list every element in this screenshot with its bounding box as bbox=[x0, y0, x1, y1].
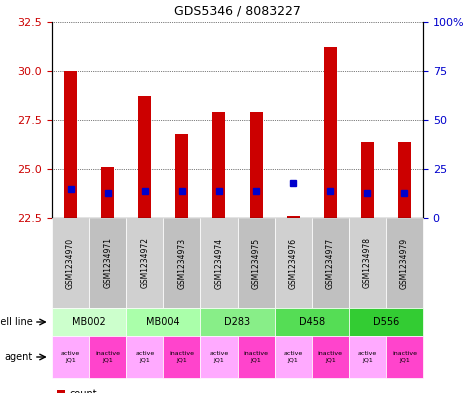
Text: MB004: MB004 bbox=[146, 317, 180, 327]
Text: inactive
JQ1: inactive JQ1 bbox=[170, 351, 194, 363]
Text: agent: agent bbox=[5, 352, 33, 362]
Text: GSM1234975: GSM1234975 bbox=[252, 237, 261, 288]
Text: D283: D283 bbox=[224, 317, 251, 327]
Text: inactive
JQ1: inactive JQ1 bbox=[95, 351, 120, 363]
Bar bbox=[286, 216, 300, 218]
Bar bbox=[249, 112, 263, 218]
Text: GSM1234978: GSM1234978 bbox=[363, 237, 372, 288]
Bar bbox=[361, 141, 374, 218]
Bar bbox=[212, 112, 226, 218]
Text: active
JQ1: active JQ1 bbox=[284, 351, 303, 363]
Bar bbox=[64, 71, 77, 218]
Text: cell line: cell line bbox=[0, 317, 33, 327]
Text: count: count bbox=[69, 389, 97, 393]
Text: inactive
JQ1: inactive JQ1 bbox=[392, 351, 417, 363]
Text: GSM1234974: GSM1234974 bbox=[214, 237, 223, 288]
Bar bbox=[138, 96, 151, 218]
Bar bbox=[175, 134, 189, 218]
Bar bbox=[324, 48, 337, 218]
Text: active
JQ1: active JQ1 bbox=[209, 351, 228, 363]
Text: GSM1234976: GSM1234976 bbox=[289, 237, 298, 288]
Text: inactive
JQ1: inactive JQ1 bbox=[244, 351, 268, 363]
Text: D458: D458 bbox=[299, 317, 325, 327]
Text: inactive
JQ1: inactive JQ1 bbox=[318, 351, 343, 363]
Text: GSM1234971: GSM1234971 bbox=[103, 237, 112, 288]
Text: GSM1234979: GSM1234979 bbox=[400, 237, 409, 288]
Text: GSM1234970: GSM1234970 bbox=[66, 237, 75, 288]
Text: active
JQ1: active JQ1 bbox=[135, 351, 154, 363]
Text: GSM1234973: GSM1234973 bbox=[177, 237, 186, 288]
Text: GSM1234972: GSM1234972 bbox=[140, 237, 149, 288]
Text: MB002: MB002 bbox=[72, 317, 106, 327]
Bar bbox=[398, 141, 411, 218]
Text: active
JQ1: active JQ1 bbox=[358, 351, 377, 363]
Text: D556: D556 bbox=[373, 317, 399, 327]
Text: active
JQ1: active JQ1 bbox=[61, 351, 80, 363]
Text: GSM1234977: GSM1234977 bbox=[326, 237, 335, 288]
Text: GDS5346 / 8083227: GDS5346 / 8083227 bbox=[174, 4, 301, 17]
Bar bbox=[101, 167, 114, 218]
